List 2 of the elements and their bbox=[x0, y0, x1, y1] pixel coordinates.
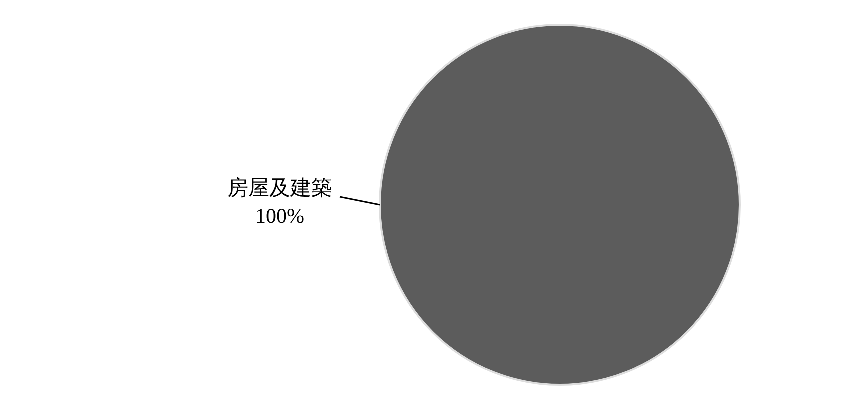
data-label: 100% bbox=[256, 204, 304, 228]
slice-label: 房屋及建築 bbox=[228, 176, 332, 200]
